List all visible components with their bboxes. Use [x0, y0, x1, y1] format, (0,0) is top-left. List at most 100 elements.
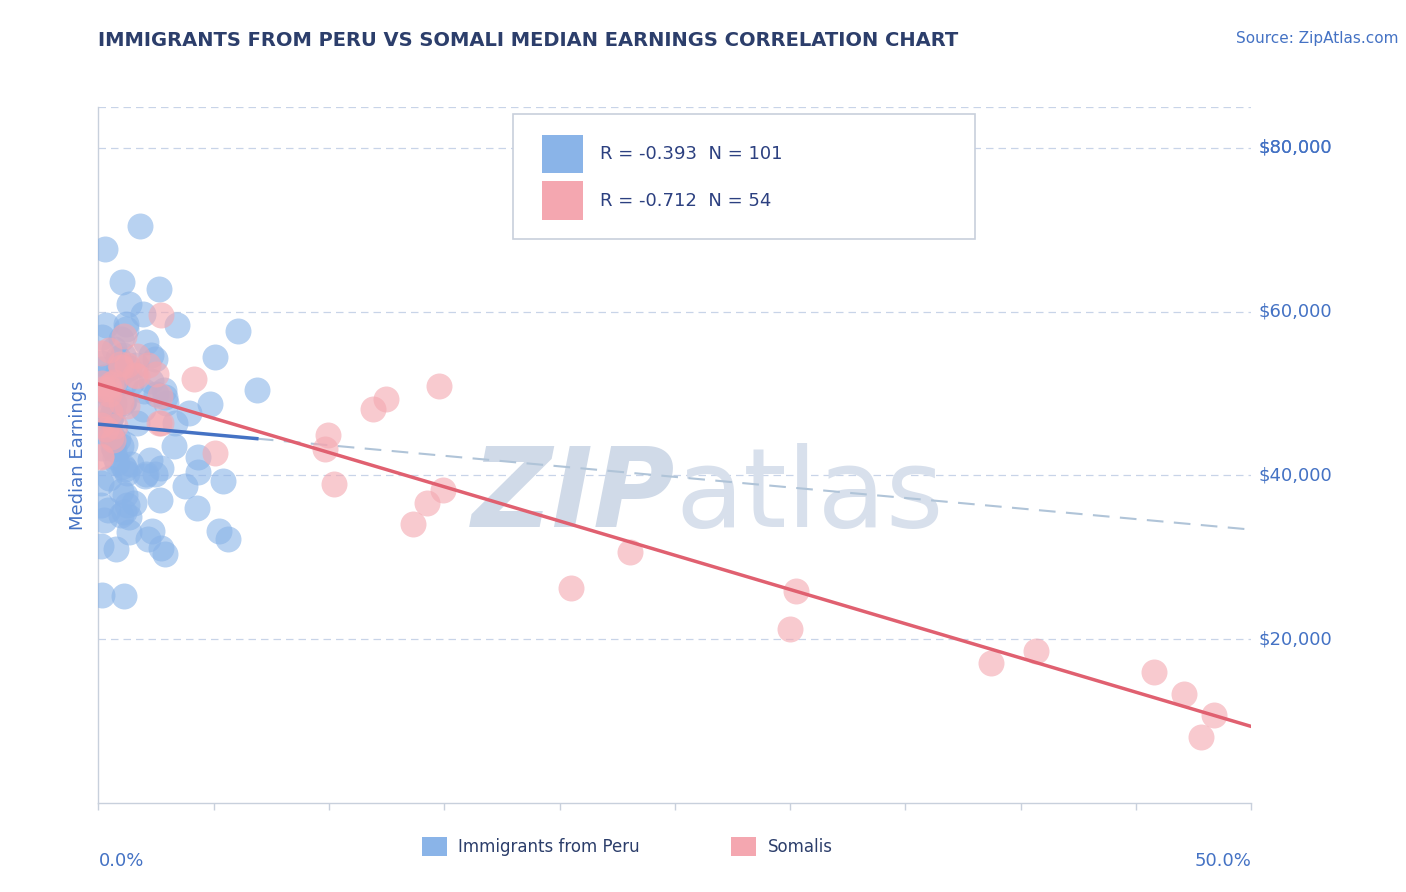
Point: [132, 402, 155, 417]
Point: [138, 453, 160, 467]
Point: [96, 427, 118, 442]
Point: [90, 539, 112, 553]
Text: Source: ZipAtlas.com: Source: ZipAtlas.com: [1236, 31, 1399, 46]
Point: [314, 442, 336, 456]
Point: [1143, 665, 1166, 680]
Point: [187, 450, 209, 464]
Point: [1025, 644, 1047, 658]
Point: [101, 429, 124, 443]
Point: [98, 380, 121, 394]
Text: 50.0%: 50.0%: [1195, 852, 1251, 870]
Point: [107, 432, 129, 446]
Point: [785, 584, 807, 599]
Point: [101, 394, 124, 409]
Point: [107, 364, 129, 378]
Point: [432, 483, 454, 497]
Point: [114, 375, 136, 389]
Point: [318, 427, 340, 442]
Point: [145, 387, 167, 401]
Point: [127, 349, 149, 363]
Text: $60,000: $60,000: [1258, 302, 1331, 321]
Point: [118, 361, 141, 376]
Point: [103, 342, 125, 356]
Point: [120, 457, 142, 471]
Point: [100, 376, 122, 391]
Point: [112, 395, 135, 409]
Point: [427, 379, 450, 393]
Point: [323, 477, 346, 491]
Point: [111, 275, 134, 289]
Point: [155, 396, 177, 410]
Point: [90, 384, 112, 398]
Point: [226, 324, 249, 338]
Point: [124, 368, 146, 383]
Point: [100, 430, 122, 444]
Point: [114, 461, 136, 475]
Point: [115, 358, 138, 372]
Point: [149, 309, 172, 323]
Point: [416, 496, 439, 510]
Point: [90, 450, 112, 464]
Point: [1202, 708, 1225, 723]
Point: [619, 545, 641, 559]
Point: [143, 467, 166, 482]
Point: [174, 478, 197, 492]
Point: [105, 541, 128, 556]
Point: [150, 460, 173, 475]
FancyBboxPatch shape: [543, 135, 582, 173]
Point: [145, 367, 167, 381]
Point: [91, 441, 114, 455]
Point: [97, 502, 120, 516]
FancyBboxPatch shape: [543, 181, 582, 219]
Point: [115, 399, 138, 413]
Point: [204, 350, 226, 364]
Point: [1189, 731, 1212, 745]
Text: R = -0.712  N = 54: R = -0.712 N = 54: [600, 192, 772, 210]
Point: [246, 384, 269, 398]
Point: [149, 416, 172, 430]
Point: [132, 307, 155, 321]
Point: [120, 376, 142, 390]
Point: [103, 442, 125, 456]
Point: [98, 470, 121, 484]
FancyBboxPatch shape: [513, 114, 974, 239]
Point: [90, 346, 112, 360]
Point: [149, 389, 172, 403]
Point: [155, 390, 177, 404]
Point: [361, 402, 384, 417]
Point: [103, 407, 125, 421]
Y-axis label: Median Earnings: Median Earnings: [69, 380, 87, 530]
Point: [138, 359, 160, 373]
Point: [112, 328, 135, 343]
Point: [217, 532, 239, 546]
Point: [90, 475, 112, 490]
Point: [374, 392, 396, 406]
Point: [117, 498, 139, 512]
Point: [115, 466, 138, 480]
Point: [187, 465, 209, 479]
Point: [94, 318, 117, 332]
Point: [104, 450, 127, 465]
Point: [110, 366, 132, 380]
Point: [96, 422, 118, 436]
Text: IMMIGRANTS FROM PERU VS SOMALI MEDIAN EARNINGS CORRELATION CHART: IMMIGRANTS FROM PERU VS SOMALI MEDIAN EA…: [98, 31, 959, 50]
Point: [118, 297, 141, 311]
Point: [148, 416, 170, 430]
Point: [91, 382, 114, 396]
Point: [198, 397, 221, 411]
Point: [93, 419, 115, 434]
Text: atlas: atlas: [675, 443, 943, 550]
Point: [212, 474, 235, 488]
Point: [136, 532, 159, 546]
Point: [186, 500, 208, 515]
Point: [149, 541, 172, 556]
Point: [90, 362, 112, 376]
Point: [112, 505, 135, 519]
Point: [98, 413, 121, 427]
Point: [118, 510, 141, 524]
Point: [163, 416, 186, 430]
Point: [103, 375, 125, 389]
Point: [108, 357, 131, 371]
Point: [90, 330, 112, 344]
Point: [112, 348, 135, 362]
